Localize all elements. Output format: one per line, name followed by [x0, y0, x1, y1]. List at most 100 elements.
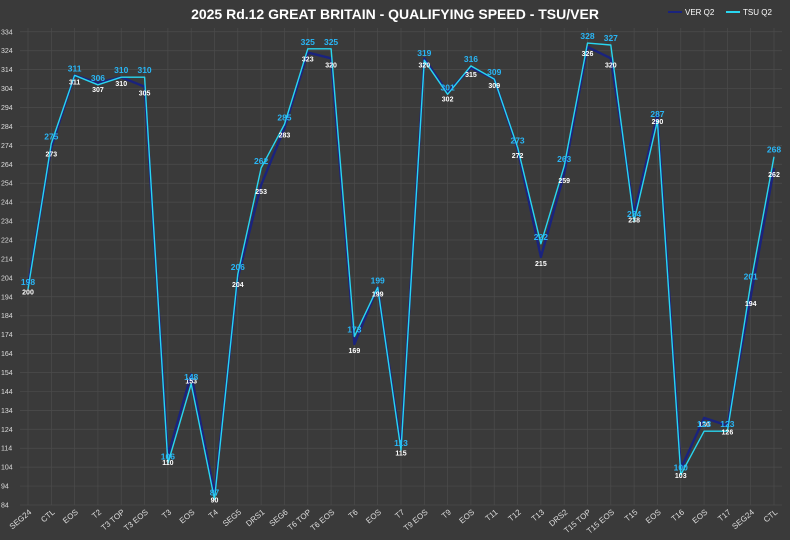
data-label-ver: 215: [535, 261, 547, 268]
data-label-ver: 115: [395, 450, 406, 457]
data-label-tsu: 268: [767, 145, 781, 155]
data-label-tsu: 325: [301, 37, 315, 47]
data-label-ver: 153: [185, 378, 197, 385]
y-tick-label: 244: [1, 200, 13, 207]
data-label-tsu: 275: [44, 131, 58, 141]
y-tick-label: 204: [1, 275, 13, 282]
data-label-tsu: 234: [627, 209, 641, 219]
y-tick-label: 284: [1, 124, 13, 131]
data-labels: 200 273 311 307 310 305 110 153 90 204 253 283 323 32…: [21, 31, 781, 505]
data-label-ver: 238: [628, 218, 640, 225]
data-label-ver: 103: [675, 473, 687, 480]
y-tick-label: 104: [1, 465, 13, 472]
data-label-ver: 90: [211, 498, 219, 505]
data-label-ver: 320: [418, 62, 430, 69]
y-tick-label: 124: [1, 427, 13, 434]
data-label-tsu: 87: [210, 487, 220, 497]
legend-label: TSU Q2: [743, 8, 772, 17]
legend-label: VER Q2: [685, 8, 715, 17]
data-label-ver: 199: [372, 291, 384, 298]
data-label-ver: 323: [302, 57, 314, 64]
y-tick-label: 184: [1, 313, 13, 320]
data-label-tsu: 273: [510, 135, 524, 145]
data-label-ver: 320: [605, 62, 617, 69]
data-label-tsu: 325: [324, 37, 338, 47]
data-label-tsu: 201: [744, 272, 758, 282]
data-label-ver: 326: [582, 51, 594, 58]
data-label-tsu: 311: [68, 63, 82, 73]
y-tick-label: 144: [1, 389, 13, 396]
y-tick-label: 194: [1, 294, 13, 301]
data-label-ver: 283: [279, 132, 291, 139]
y-tick-label: 324: [1, 48, 13, 55]
data-label-ver: 310: [115, 81, 127, 88]
y-tick-label: 334: [1, 29, 13, 36]
y-tick-label: 314: [1, 67, 13, 74]
data-label-tsu: 106: [161, 451, 175, 461]
data-label-tsu: 198: [21, 277, 35, 287]
y-tick-label: 134: [1, 408, 13, 415]
data-label-ver: 253: [255, 189, 267, 196]
y-tick-label: 214: [1, 256, 13, 263]
data-label-tsu: 310: [137, 65, 151, 75]
data-label-tsu: 262: [254, 156, 268, 166]
y-tick-label: 164: [1, 351, 13, 358]
data-label-tsu: 301: [441, 82, 455, 92]
data-label-ver: 126: [722, 430, 734, 437]
series-lines: [26, 42, 776, 500]
data-label-ver: 309: [488, 83, 500, 90]
data-label-tsu: 287: [650, 109, 664, 119]
y-tick-label: 264: [1, 162, 13, 169]
data-label-tsu: 123: [720, 419, 734, 429]
data-label-ver: 311: [69, 79, 80, 86]
data-label-ver: 204: [232, 282, 244, 289]
y-tick-label: 294: [1, 105, 13, 112]
data-label-ver: 315: [465, 72, 477, 79]
data-label-tsu: 328: [580, 31, 594, 41]
y-tick-label: 174: [1, 332, 13, 339]
series-line-tsu-q2: [27, 42, 775, 500]
data-label-tsu: 327: [604, 33, 618, 43]
data-label-tsu: 123: [697, 419, 711, 429]
data-label-ver: 272: [512, 153, 524, 160]
data-label-tsu: 199: [371, 275, 385, 285]
data-label-ver: 130: [698, 422, 710, 429]
data-label-ver: 169: [349, 348, 361, 355]
y-tick-label: 304: [1, 86, 13, 93]
y-tick-label: 94: [1, 484, 9, 491]
data-label-ver: 302: [442, 96, 454, 103]
data-label-tsu: 309: [487, 67, 501, 77]
y-tick-label: 154: [1, 370, 13, 377]
data-label-ver: 290: [652, 119, 664, 126]
data-label-ver: 320: [325, 62, 337, 69]
y-tick-label: 254: [1, 181, 13, 188]
data-label-tsu: 316: [464, 54, 478, 64]
data-label-tsu: 173: [347, 325, 361, 335]
data-label-ver: 307: [92, 87, 104, 94]
y-tick-label: 274: [1, 143, 13, 150]
data-label-ver: 273: [45, 151, 57, 158]
data-label-tsu: 310: [114, 65, 128, 75]
data-label-tsu: 285: [277, 113, 291, 123]
data-label-tsu: 319: [417, 48, 431, 58]
y-tick-label: 84: [1, 503, 9, 510]
data-label-tsu: 222: [534, 232, 548, 242]
data-label-ver: 262: [768, 172, 780, 179]
data-label-ver: 194: [745, 301, 757, 308]
data-label-tsu: 206: [231, 262, 245, 272]
data-label-ver: 110: [162, 460, 173, 467]
data-label-tsu: 148: [184, 372, 198, 382]
y-axis: 84 94 104 114 124 134 144 154 164 174 184 194 204 214…: [1, 29, 13, 509]
grid: [20, 28, 782, 506]
data-label-tsu: 100: [674, 463, 688, 473]
legend: VER Q2 TSU Q2: [668, 8, 772, 17]
data-label-ver: 305: [139, 91, 151, 98]
data-label-ver: 259: [558, 178, 570, 185]
data-label-tsu: 113: [394, 438, 408, 448]
chart-title: 2025 Rd.12 GREAT BRITAIN - QUALIFYING SP…: [191, 6, 599, 22]
data-label-ver: 200: [22, 289, 34, 296]
y-tick-label: 114: [1, 446, 12, 453]
y-tick-label: 234: [1, 219, 13, 226]
